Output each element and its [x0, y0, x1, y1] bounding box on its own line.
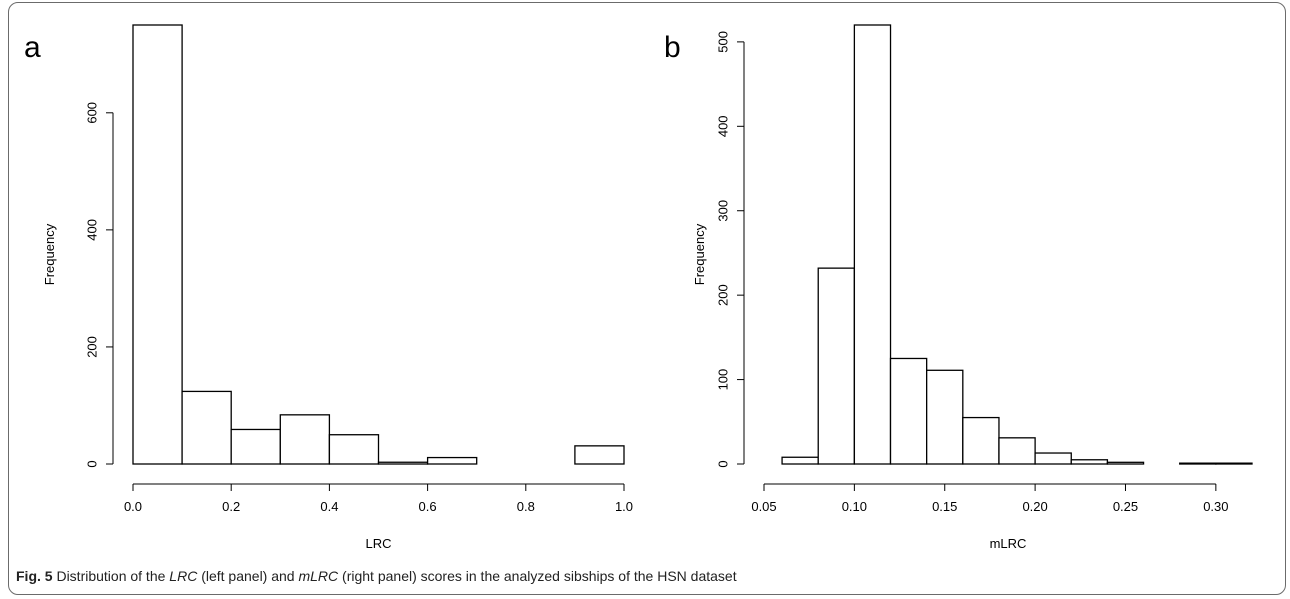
y-tick-label: 200: [84, 336, 99, 358]
x-tick-label: 0.15: [932, 499, 957, 514]
y-tick-label: 0: [715, 460, 730, 467]
histogram-bar: [230, 428, 281, 465]
histogram-bar: [132, 24, 183, 465]
histogram-bar: [328, 434, 380, 465]
x-tick-label: 0.2: [222, 499, 240, 514]
x-tick-label: 0.10: [842, 499, 867, 514]
y-tick-label: 500: [715, 31, 730, 53]
histogram-bar: [781, 456, 819, 465]
histogram-bar: [1070, 459, 1109, 465]
histogram-bar: [1106, 461, 1145, 465]
caption-text-1: Distribution of the: [52, 568, 170, 584]
histogram-bar: [377, 461, 429, 465]
histogram-bar: [426, 456, 478, 465]
panel-letter: b: [664, 31, 681, 64]
x-tick-label: 0.4: [320, 499, 338, 514]
x-tick-label: 0.30: [1203, 499, 1228, 514]
caption-term-lrc: LRC: [169, 568, 198, 584]
x-tick-label: 0.20: [1022, 499, 1047, 514]
y-tick-label: 600: [84, 102, 99, 124]
histogram-bar: [853, 24, 892, 465]
y-tick-label: 0: [84, 460, 99, 467]
x-axis-label: LRC: [365, 536, 391, 551]
x-axis-label: mLRC: [990, 536, 1027, 551]
y-tick-label: 200: [715, 284, 730, 306]
y-axis-label: Frequency: [692, 223, 707, 285]
histogram-bar: [889, 357, 928, 465]
histogram-bar: [279, 414, 331, 465]
y-tick-label: 400: [84, 219, 99, 241]
y-axis-label: Frequency: [42, 223, 57, 285]
x-tick-label: 0.05: [751, 499, 776, 514]
x-tick-label: 0.6: [419, 499, 437, 514]
caption-text-3: (right panel) scores in the analyzed sib…: [338, 568, 737, 584]
histogram-bar: [181, 390, 232, 465]
histogram-bar: [574, 445, 625, 465]
histogram-bar: [998, 437, 1036, 465]
y-tick-label: 100: [715, 369, 730, 391]
histogram-panel-a: a 0.0 0.2 0.4 0.6 0.8 1.0 0 200 400 600 LRC Frequenc…: [24, 24, 633, 551]
x-tick-label: 0.25: [1113, 499, 1138, 514]
caption-figure-label: Fig. 5: [16, 568, 53, 584]
y-tick-label: 300: [715, 200, 730, 222]
histogram-bar: [1215, 462, 1253, 465]
histogram-bar: [1034, 452, 1072, 465]
x-tick-label: 0.8: [517, 499, 535, 514]
panel-letter: a: [24, 31, 41, 64]
histogram-bar: [962, 416, 1000, 465]
figure-frame: [8, 2, 1286, 595]
y-tick-label: 400: [715, 115, 730, 137]
caption-text-2: (left panel) and: [197, 568, 299, 584]
x-tick-label: 0.0: [124, 499, 142, 514]
histogram-bar: [817, 267, 856, 465]
histogram-bar: [926, 369, 964, 465]
histogram-bar: [1179, 462, 1217, 465]
x-tick-label: 1.0: [615, 499, 633, 514]
caption-term-mlrc: mLRC: [298, 568, 339, 584]
figure-caption: Fig. 5 Distribution of the LRC (left pan…: [16, 568, 1276, 584]
histogram-panel-b: b 0.05 0.10 0.15 0.20 0.25 0.30 0 100 200 300 400 50…: [664, 24, 1253, 551]
